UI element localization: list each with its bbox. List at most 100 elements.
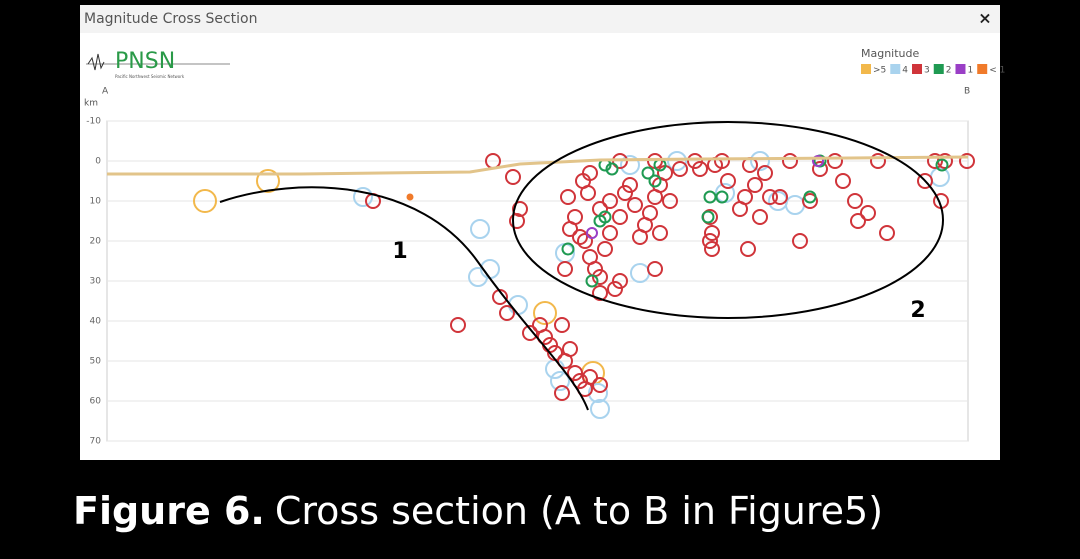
y-tick-label: 40 <box>90 317 102 327</box>
quake-point <box>702 233 718 249</box>
quake-point <box>648 174 662 188</box>
quake-point <box>256 169 280 193</box>
quake-point <box>537 329 553 345</box>
caption-label: Figure 6. <box>73 489 265 533</box>
quake-point <box>720 173 736 189</box>
quake-point <box>935 158 949 172</box>
quake-point <box>612 273 628 289</box>
quake-point <box>580 185 596 201</box>
surface-line <box>107 155 969 176</box>
quake-point <box>652 225 668 241</box>
y-tick-label: 10 <box>90 197 102 207</box>
quake-point <box>590 399 610 419</box>
quake-point <box>847 193 863 209</box>
logo-subtitle: Pacific Northwest Seismic Network <box>115 74 185 79</box>
legend-swatch <box>861 64 871 74</box>
quake-point <box>512 201 528 217</box>
logo-wave <box>87 53 105 71</box>
y-tick-label: 70 <box>90 437 102 447</box>
quake-point <box>870 153 886 169</box>
quake-point <box>782 153 798 169</box>
y-tick-label: 50 <box>90 357 102 367</box>
legend-label: 1 <box>967 66 973 76</box>
quake-point <box>627 197 643 213</box>
y-axis-label: km <box>84 99 98 109</box>
legend-swatch <box>955 64 966 74</box>
quake-point <box>959 153 975 169</box>
plot: -10 0 10 20 30 40 50 60 70 <box>86 117 975 447</box>
quake-point <box>704 225 720 241</box>
quake-point <box>505 169 521 185</box>
quake-point <box>499 305 515 321</box>
legend-label: 3 <box>924 66 930 76</box>
quake-point <box>715 190 729 204</box>
caption: Figure 6. Cross section (A to B in Figure… <box>73 489 883 533</box>
quake-point <box>582 369 598 385</box>
quake-point <box>835 173 851 189</box>
quake-point <box>607 281 623 297</box>
legend-swatch <box>933 64 944 74</box>
quake-point <box>554 385 570 401</box>
quake-point <box>622 177 638 193</box>
quake-point <box>740 241 756 257</box>
legend-swatch <box>912 64 923 74</box>
window <box>80 5 1000 460</box>
quake-point <box>557 261 573 277</box>
quake-point <box>572 373 588 389</box>
quake-point <box>802 193 818 209</box>
logo: PNSN <box>115 49 175 74</box>
quake-point <box>509 213 525 229</box>
legend-label: < 1 <box>989 66 1005 76</box>
quake-point <box>353 187 373 207</box>
legend-title: Magnitude <box>861 47 920 60</box>
quake-point <box>642 205 658 221</box>
quake-point <box>701 210 715 224</box>
quake-point <box>598 210 612 224</box>
quake-point <box>588 383 608 403</box>
quake-point <box>602 193 618 209</box>
quake-point <box>747 177 763 193</box>
y-tick-label: 30 <box>90 277 102 287</box>
quake-point <box>737 189 753 205</box>
quake-point <box>554 317 570 333</box>
quake-point <box>860 205 876 221</box>
title-bar <box>80 5 1000 33</box>
start-label: A <box>102 87 109 97</box>
quake-point <box>592 377 608 393</box>
quake-point <box>567 365 583 381</box>
quake-point <box>522 325 538 341</box>
quake-point <box>917 173 933 189</box>
quake-point <box>812 155 824 167</box>
quake-point <box>647 261 663 277</box>
legend-label: >5 <box>873 66 886 76</box>
quake-point <box>602 225 618 241</box>
quake-point <box>597 241 613 257</box>
quake-point <box>560 189 576 205</box>
y-tick-label: 0 <box>95 157 101 167</box>
quake-point <box>704 241 720 257</box>
quake-point <box>812 161 828 177</box>
quake-point <box>406 193 414 201</box>
y-tick-label: 20 <box>90 237 102 247</box>
legend-label: 2 <box>946 66 952 76</box>
close-button[interactable]: × <box>978 9 991 28</box>
quake-point <box>757 165 773 181</box>
legend-swatch <box>977 64 988 74</box>
quake-point <box>762 189 778 205</box>
annotation: 1 <box>392 239 407 264</box>
quake-point <box>585 274 599 288</box>
quake-point <box>827 153 843 169</box>
quake-point <box>450 317 466 333</box>
quake-point <box>692 161 708 177</box>
quake-point <box>605 162 619 176</box>
quake-point <box>927 153 943 169</box>
quake-point <box>562 221 578 237</box>
quake-point <box>592 285 608 301</box>
quake-point <box>662 193 678 209</box>
quake-point <box>879 225 895 241</box>
quake-point <box>803 190 817 204</box>
legend-label: 4 <box>902 66 908 76</box>
quake-point <box>617 185 633 201</box>
slab-curve <box>219 186 589 411</box>
